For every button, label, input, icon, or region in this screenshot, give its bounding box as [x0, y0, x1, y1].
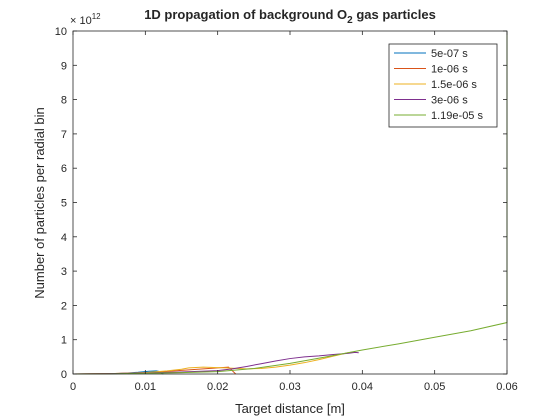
x-axis-label: Target distance [m]: [235, 401, 345, 416]
y-axis-exponent: × 1012: [70, 12, 101, 27]
chart-title: 1D propagation of background O2 gas part…: [144, 7, 436, 26]
legend-box: [388, 43, 498, 128]
y-tick-label: 10: [55, 26, 67, 38]
x-tick-label: 0.01: [135, 381, 156, 393]
y-axis-ticks: 0 1 2 3 4 5 6 7 8 9 10: [55, 26, 507, 381]
x-tick-label: 0.04: [352, 381, 373, 393]
y-axis-label: Number of particles per radial bin: [32, 107, 47, 298]
x-tick-label: 0.06: [496, 381, 517, 393]
series-line-5: [72, 31, 508, 375]
y-tick-label: 4: [61, 232, 67, 244]
y-tick-label: 6: [61, 163, 67, 175]
legend-label-2: 1e-06 s: [431, 64, 468, 76]
x-tick-label: 0.02: [207, 381, 228, 393]
legend-label-3: 1.5e-06 s: [431, 79, 477, 91]
x-tick-label: 0: [70, 381, 76, 393]
x-tick-label: 0.03: [279, 381, 300, 393]
x-tick-label: 0.05: [424, 381, 445, 393]
y-tick-label: 1: [61, 335, 67, 347]
legend-label-5: 1.19e-05 s: [431, 110, 483, 122]
y-tick-label: 5: [61, 198, 67, 210]
y-tick-label: 9: [61, 60, 67, 72]
y-tick-label: 2: [61, 300, 67, 312]
series-layer: [72, 31, 508, 375]
y-tick-label: 7: [61, 129, 67, 141]
legend-label-4: 3e-06 s: [431, 95, 468, 107]
x-axis-ticks: 0 0.01 0.02 0.03 0.04 0.05 0.06: [70, 31, 518, 393]
y-tick-label: 8: [61, 95, 67, 107]
y-tick-label: 0: [61, 369, 67, 381]
legend-label-1: 5e-07 s: [431, 48, 468, 60]
y-tick-label: 3: [61, 266, 67, 278]
legend: 5e-07 s 1e-06 s 1.5e-06 s 3e-06 s 1.19e-05 s: [388, 43, 498, 128]
